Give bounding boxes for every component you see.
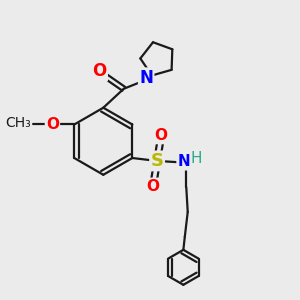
Text: O: O: [146, 179, 160, 194]
Text: N: N: [178, 154, 190, 169]
Text: S: S: [151, 152, 164, 170]
Text: O: O: [92, 62, 106, 80]
Text: CH₃: CH₃: [6, 116, 31, 130]
Text: N: N: [139, 69, 153, 87]
Text: O: O: [46, 117, 59, 132]
Text: H: H: [190, 151, 202, 166]
Text: O: O: [155, 128, 168, 143]
